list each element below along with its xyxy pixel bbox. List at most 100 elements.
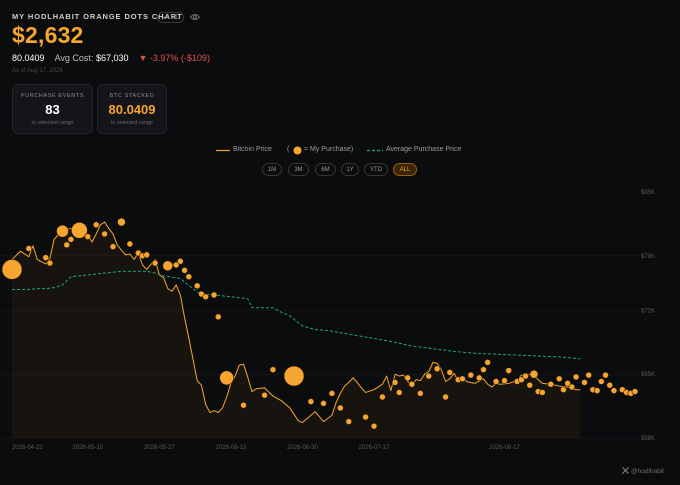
purchase-dot [219,370,234,386]
purchase-dot [185,273,193,281]
avg-line-swatch [367,149,383,152]
purchase-dot [71,221,88,239]
purchase-dot [177,257,184,265]
purchase-dot [63,241,71,249]
purchase-dot [379,393,386,401]
purchase-dot [446,369,454,376]
purchase-dot [480,366,487,373]
purchase-dot [362,413,369,421]
btc-stacked-card: BTC STACKED 80.0409 in selected range [97,84,167,134]
card-value: 83 [45,102,60,117]
purchase-dot [214,313,222,321]
card-label: PURCHASE EVENTS [20,93,85,99]
range-all-button[interactable]: ALL [393,163,417,176]
purchase-dot [202,293,209,301]
purchase-dot [417,390,424,397]
purchase-dot [475,374,483,382]
range-1y-button[interactable]: 1Y [341,163,359,176]
purchase-dot [320,400,327,407]
range-6m-button[interactable]: 6M [315,163,336,176]
orange-dot-icon [293,146,302,155]
purchase-dot [151,259,159,267]
y-tick-label: $72K [641,308,655,314]
purchase-dot [408,380,416,388]
purchase-dot [518,376,525,383]
x-tick-label: 2026-06-30 [287,445,318,451]
card-label: BTC STACKED [109,93,155,99]
purchase-dot [564,380,571,387]
purchase-dot [404,374,411,382]
range-3m-button[interactable]: 3M [288,163,309,176]
purchase-dot [1,259,23,280]
purchase-dot [193,282,201,290]
purchase-dot [25,245,33,252]
purchase-dot [46,259,54,267]
purchase-dot [505,367,513,374]
btc-amount: 80.0409 [12,53,45,63]
avg-cost-label: Avg Cost: [54,53,94,63]
trend-icon [162,15,170,20]
purchase-dot [92,221,100,229]
purchase-dot [143,251,151,259]
pl-toggle-label: PL [171,14,179,21]
price-line-swatch [216,149,230,152]
legend-purchase: = My Purchase) [304,146,354,153]
purchase-dot [181,267,188,274]
purchase-dot [459,375,466,383]
purchase-dot [572,373,580,381]
average-price-line [12,270,581,360]
range-ytd-button[interactable]: YTD [364,163,388,176]
x-tick-label: 2026-06-13 [216,445,247,451]
purchase-dot [370,422,378,430]
purchase-dot [606,381,614,389]
purchase-dot [529,369,539,379]
purchase-dot [585,371,592,379]
purchase-dot [602,371,609,379]
purchase-dot [568,383,576,391]
purchase-events-card: PURCHASE EVENTS 83 in selected range [12,84,93,134]
purchase-dot [261,391,268,399]
purchase-dot [492,378,500,385]
as-of-date: As of Aug 17, 2026 [12,68,63,74]
legend-avg: Average Purchase Price [386,146,462,153]
chart-title: MY HODLHABIT ORANGE DOTS CHART [12,12,183,21]
price-change: ▼ -3.97% (-$109) [138,53,210,63]
purchase-dot [425,372,433,380]
purchase-dot [395,389,403,396]
eye-icon[interactable] [190,13,200,21]
stats-row: 80.0409 Avg Cost: $67,030 ▼ -3.97% (-$10… [12,53,210,63]
purchase-dot [391,379,399,386]
x-tick-label: 2026-07-17 [359,445,390,451]
pl-toggle-button[interactable]: PL [157,12,184,23]
purchase-dot [101,230,108,238]
purchase-dot [433,365,441,373]
x-tick-label: 2026-05-10 [72,445,103,451]
x-logo-icon [622,467,629,474]
purchase-dot [172,261,180,269]
legend-price: Bitcoin Price [233,146,272,153]
purchase-dot [84,233,92,240]
credit: @hodlhabit [622,467,664,475]
range-1m-button[interactable]: 1M [262,163,282,176]
purchase-dot [522,372,529,380]
purchase-dot [598,378,605,385]
purchase-dot [631,388,639,395]
purchase-dot [593,387,601,394]
purchase-dot [210,291,218,299]
x-tick-label: 2026-08-17 [489,445,520,451]
purchase-dot [547,380,555,388]
card-sub: in selected range [31,120,74,126]
x-tick-label: 2026-04-22 [12,445,43,451]
purchase-dot [42,254,49,261]
y-tick-label: $85K [641,190,655,196]
legend-purchase-open: ( [287,146,290,153]
purchase-dot [328,390,336,397]
purchase-dot [484,359,491,366]
purchase-dot [467,371,475,379]
avg-cost-value: $67,030 [95,53,129,63]
purchase-dot [283,365,305,387]
credit-handle: @hodlhabit [631,468,664,475]
purchase-dot [240,401,247,409]
purchase-dot [610,387,618,394]
